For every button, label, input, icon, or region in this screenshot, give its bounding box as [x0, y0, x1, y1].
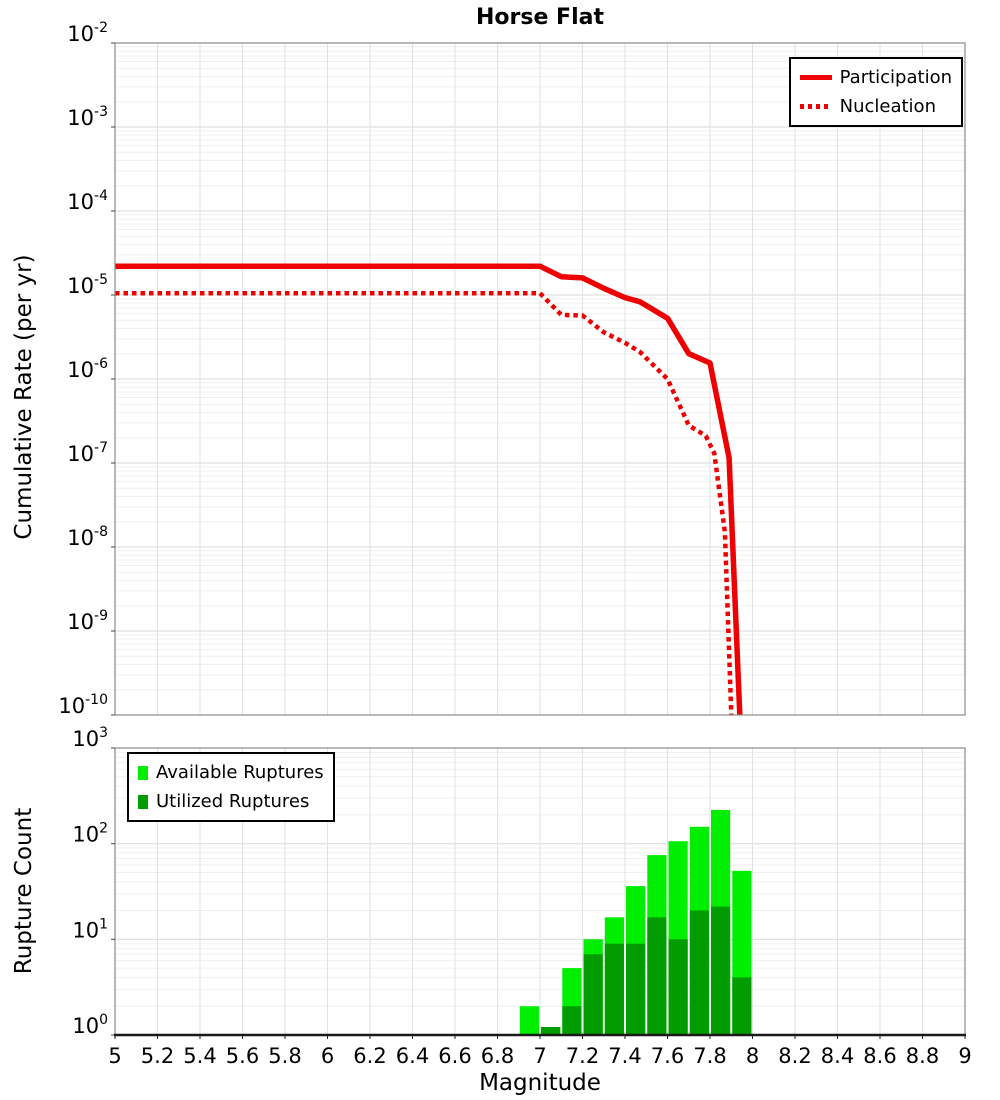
svg-text:7.8: 7.8 — [693, 1044, 726, 1068]
svg-text:8.2: 8.2 — [778, 1044, 811, 1068]
rate-axis-title: Cumulative Rate (per yr) — [11, 254, 37, 540]
utilized-bar — [647, 917, 667, 1035]
legend-item-participation: Participation — [799, 63, 952, 92]
svg-text:8.4: 8.4 — [821, 1044, 854, 1068]
svg-text:10-9: 10-9 — [67, 608, 108, 634]
utilized-bar — [604, 943, 624, 1035]
svg-text:6.4: 6.4 — [396, 1044, 429, 1068]
utilized-bar — [626, 943, 646, 1035]
svg-text:5.6: 5.6 — [226, 1044, 259, 1068]
count-axis-title: Rupture Count — [11, 807, 37, 975]
available-ruptures-swatch — [138, 765, 148, 780]
svg-text:5.2: 5.2 — [141, 1044, 174, 1068]
rate-plot: 10-2 10-3 10-4 10-5 10-6 10-7 10-8 10-9 10-10 — [58, 20, 966, 718]
svg-text:6.2: 6.2 — [353, 1044, 386, 1068]
nucleation-label: Nucleation — [839, 96, 936, 117]
utilized-bar — [583, 954, 603, 1035]
svg-text:5: 5 — [108, 1044, 121, 1068]
svg-text:6.8: 6.8 — [481, 1044, 514, 1068]
major-gridlines — [114, 42, 966, 716]
svg-text:101: 101 — [72, 916, 108, 942]
legend-item-available: Available Ruptures — [138, 758, 324, 787]
svg-text:10-5: 10-5 — [67, 272, 108, 298]
utilized-bar — [562, 1006, 582, 1035]
utilized-bars — [541, 906, 752, 1035]
utilized-bar — [732, 977, 752, 1035]
participation-label: Participation — [839, 67, 952, 88]
utilized-bar — [689, 910, 710, 1035]
nucleation-line-swatch — [799, 104, 832, 109]
svg-text:6.6: 6.6 — [438, 1044, 471, 1068]
svg-text:10-8: 10-8 — [67, 524, 108, 550]
utilized-bar — [668, 939, 688, 1035]
svg-text:7.4: 7.4 — [608, 1044, 641, 1068]
svg-text:7.2: 7.2 — [566, 1044, 599, 1068]
y-axis-ticks: 103 102 101 100 — [72, 725, 115, 1038]
utilized-bar — [541, 1027, 561, 1035]
svg-text:7: 7 — [533, 1044, 546, 1068]
nucleation-curve — [115, 290, 734, 716]
legend-item-utilized: Utilized Ruptures — [138, 787, 324, 816]
svg-text:10-6: 10-6 — [67, 356, 108, 382]
participation-curve — [115, 263, 743, 716]
legend-item-nucleation: Nucleation — [799, 92, 952, 121]
utilized-ruptures-label: Utilized Ruptures — [156, 791, 310, 812]
available-bar — [519, 1006, 540, 1035]
svg-text:10-3: 10-3 — [67, 104, 108, 130]
svg-text:10-2: 10-2 — [67, 20, 108, 46]
svg-text:8.8: 8.8 — [906, 1044, 939, 1068]
y-axis-ticks: 10-2 10-3 10-4 10-5 10-6 10-7 10-8 10-9 10-10 — [58, 20, 115, 718]
svg-text:100: 100 — [72, 1012, 108, 1038]
svg-text:8: 8 — [746, 1044, 759, 1068]
svg-text:6: 6 — [321, 1044, 334, 1068]
svg-text:5.8: 5.8 — [268, 1044, 301, 1068]
svg-text:8.6: 8.6 — [863, 1044, 896, 1068]
participation-line-swatch — [799, 75, 832, 80]
chart-title: Horse Flat — [476, 5, 604, 30]
rate-legend: Participation Nucleation — [788, 57, 963, 127]
x-axis-ticks: 5 5.2 5.4 5.6 5.8 6 6.2 6.4 6.6 6.8 7 7.2 7.4 7.6 7.8 8… — [108, 1035, 972, 1068]
count-legend: Available Ruptures Utilized Ruptures — [127, 752, 335, 822]
svg-text:103: 103 — [72, 725, 108, 751]
utilized-bar — [711, 906, 731, 1035]
available-ruptures-label: Available Ruptures — [156, 762, 324, 783]
svg-text:10-10: 10-10 — [58, 692, 108, 718]
svg-text:7.6: 7.6 — [651, 1044, 684, 1068]
svg-text:10-7: 10-7 — [67, 440, 108, 466]
svg-text:102: 102 — [72, 821, 108, 847]
svg-text:10-4: 10-4 — [67, 188, 108, 214]
magnitude-axis-title: Magnitude — [479, 1070, 601, 1096]
svg-text:5.4: 5.4 — [183, 1044, 216, 1068]
svg-text:9: 9 — [958, 1044, 971, 1068]
utilized-ruptures-swatch — [138, 794, 148, 809]
